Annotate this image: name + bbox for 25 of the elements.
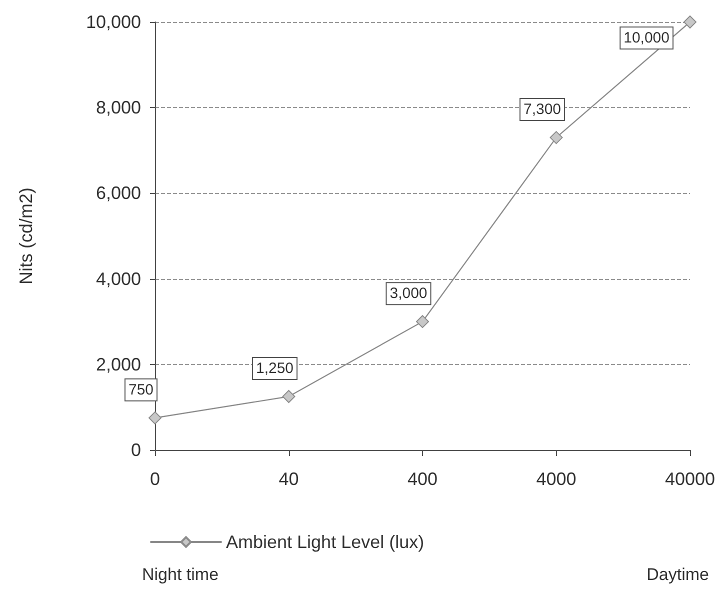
point (148, 411, 162, 424)
y-tick-label: 8,000 (96, 98, 141, 118)
data-label: 1,250 (256, 360, 294, 377)
text: Daytime (646, 565, 710, 584)
y-tick-label: 4,000 (96, 268, 141, 289)
text: Night time (142, 565, 219, 584)
legend-label: Ambient Light Level (lux) (226, 532, 424, 552)
data-label: 750 (128, 381, 154, 398)
point (684, 16, 696, 28)
x-tick-label: 40 (278, 469, 299, 489)
x-tick-label: 0 (150, 469, 160, 489)
y-axis-title: Nits (cd/m2) (16, 187, 36, 285)
y-tick-label: 10,000 (86, 12, 141, 32)
point (550, 131, 563, 144)
y-tick-label: 6,000 (96, 183, 141, 204)
y-tick-label: 2,000 (96, 354, 141, 374)
x-tick-label: 400 (407, 469, 438, 489)
x-tick-label: 40000 (664, 469, 716, 489)
y-tick-label: 0 (130, 440, 141, 460)
data-label: 7,300 (523, 101, 562, 118)
point (416, 315, 429, 328)
x-tick-label: 4000 (536, 469, 576, 489)
point (282, 390, 296, 403)
data-label: 10,000 (624, 30, 670, 46)
data-label: 3,000 (390, 285, 428, 302)
